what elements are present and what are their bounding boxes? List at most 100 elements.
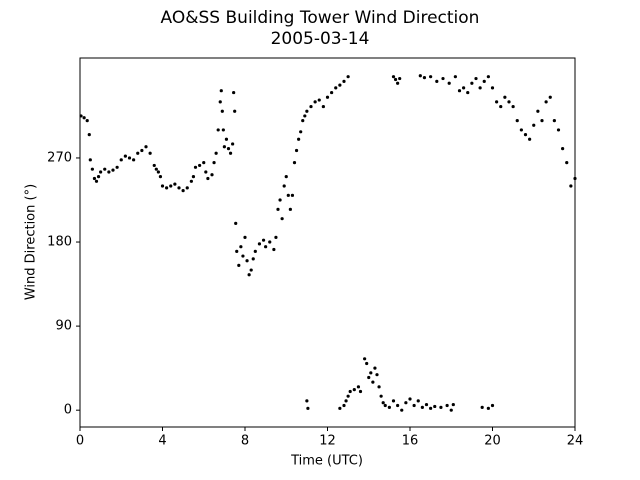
data-point bbox=[99, 170, 103, 174]
data-point bbox=[346, 75, 350, 79]
data-point bbox=[317, 98, 321, 102]
data-point bbox=[412, 403, 416, 408]
data-point bbox=[523, 133, 528, 137]
data-point bbox=[404, 401, 408, 405]
chart-subtitle: 2005-03-14 bbox=[271, 29, 370, 49]
data-point bbox=[228, 151, 233, 155]
data-point bbox=[309, 104, 313, 109]
data-point bbox=[88, 158, 92, 162]
data-point bbox=[204, 170, 208, 174]
data-point bbox=[573, 176, 577, 181]
data-point bbox=[371, 380, 375, 384]
data-point bbox=[548, 95, 552, 99]
data-point bbox=[387, 405, 391, 409]
data-point bbox=[552, 118, 556, 123]
data-point bbox=[396, 403, 400, 408]
data-point bbox=[396, 81, 400, 85]
data-point bbox=[294, 148, 299, 153]
data-point bbox=[243, 235, 247, 239]
data-point bbox=[369, 371, 373, 375]
data-point bbox=[274, 235, 278, 239]
data-point bbox=[301, 118, 305, 123]
data-point bbox=[160, 184, 165, 188]
data-point bbox=[418, 74, 422, 78]
x-tick-label: 16 bbox=[402, 434, 419, 449]
data-point bbox=[569, 184, 573, 188]
data-point bbox=[191, 175, 196, 179]
x-tick-label: 8 bbox=[241, 434, 249, 449]
data-point bbox=[352, 388, 356, 392]
data-point bbox=[297, 137, 301, 141]
data-point bbox=[507, 100, 511, 104]
data-point bbox=[356, 385, 361, 389]
data-point bbox=[462, 86, 466, 90]
data-point bbox=[486, 406, 490, 410]
data-point bbox=[486, 75, 490, 79]
data-point bbox=[435, 79, 439, 83]
data-point bbox=[515, 118, 519, 123]
data-point bbox=[478, 86, 482, 90]
data-point bbox=[111, 168, 115, 172]
chart-title: AO&SS Building Tower Wind Direction bbox=[161, 8, 480, 28]
x-tick-label: 20 bbox=[484, 434, 501, 449]
y-tick-label: 90 bbox=[55, 319, 72, 334]
data-point bbox=[429, 75, 433, 79]
data-point bbox=[424, 402, 429, 407]
x-tick-label: 24 bbox=[567, 434, 584, 449]
data-point bbox=[115, 165, 119, 169]
data-point bbox=[451, 402, 455, 407]
data-point bbox=[416, 399, 420, 403]
data-point bbox=[231, 142, 235, 146]
data-point bbox=[342, 403, 346, 408]
data-point bbox=[232, 90, 236, 95]
data-point bbox=[334, 86, 338, 90]
data-point bbox=[216, 128, 220, 132]
data-point bbox=[391, 75, 396, 79]
data-point bbox=[511, 104, 515, 109]
data-point bbox=[342, 79, 346, 83]
data-point bbox=[140, 148, 144, 153]
data-point bbox=[561, 147, 565, 151]
data-point bbox=[210, 173, 214, 177]
data-point bbox=[398, 76, 402, 81]
data-point bbox=[532, 123, 536, 127]
data-point bbox=[363, 357, 367, 361]
data-point bbox=[321, 104, 325, 109]
data-point bbox=[189, 179, 193, 183]
data-point bbox=[218, 100, 222, 104]
data-point bbox=[565, 161, 569, 165]
data-point bbox=[391, 399, 396, 403]
data-point bbox=[299, 130, 303, 134]
data-point bbox=[219, 89, 223, 93]
data-point bbox=[90, 167, 94, 171]
data-point bbox=[383, 403, 387, 408]
data-point bbox=[96, 175, 101, 179]
data-point bbox=[206, 176, 210, 181]
data-point bbox=[92, 176, 97, 181]
data-point bbox=[198, 163, 202, 168]
data-point bbox=[474, 76, 478, 81]
y-tick-label: 0 bbox=[64, 403, 72, 418]
data-point bbox=[482, 79, 486, 83]
data-point bbox=[272, 247, 276, 252]
data-point bbox=[202, 161, 206, 165]
data-point bbox=[251, 257, 255, 261]
data-point bbox=[268, 240, 272, 244]
data-point bbox=[375, 373, 379, 377]
data-point bbox=[420, 405, 424, 409]
data-point bbox=[169, 184, 173, 188]
data-point bbox=[284, 175, 288, 179]
data-point bbox=[233, 109, 237, 113]
data-point bbox=[519, 128, 523, 132]
data-point bbox=[79, 114, 83, 118]
data-point bbox=[158, 175, 163, 179]
data-point bbox=[325, 95, 330, 99]
data-point bbox=[338, 406, 342, 410]
data-point bbox=[330, 90, 334, 95]
data-point bbox=[305, 109, 309, 113]
data-point bbox=[136, 151, 140, 155]
data-point bbox=[408, 397, 412, 401]
data-point bbox=[173, 182, 177, 186]
data-point bbox=[379, 394, 383, 398]
